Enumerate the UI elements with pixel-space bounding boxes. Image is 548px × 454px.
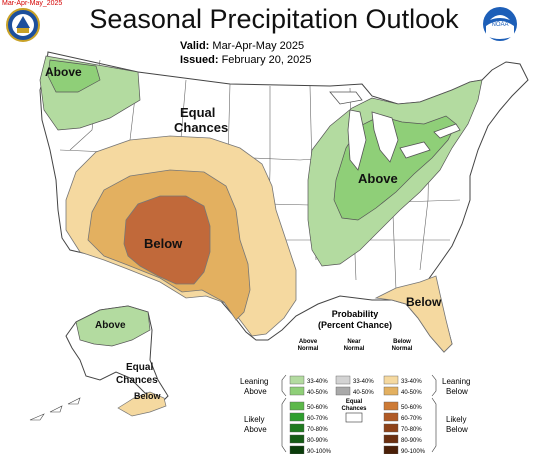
- legend-title-2: (Percent Chance): [318, 320, 392, 330]
- col-near-1: Near: [347, 339, 361, 345]
- below-bin-1-swatch: [383, 386, 399, 396]
- above-bin-1-label: 40-50%: [307, 390, 328, 396]
- below-bin-4-label: 70-80%: [401, 427, 422, 433]
- label-alaska-ec-1: Equal: [126, 362, 153, 373]
- below-bin-2-swatch: [383, 401, 399, 411]
- above-bin-2-label: 50-60%: [307, 405, 328, 411]
- near-bin-1-swatch: [335, 386, 351, 396]
- col-above-2: Normal: [298, 346, 319, 352]
- below-bin-5-label: 80-90%: [401, 438, 422, 444]
- noaa-logo-icon: NOAA: [483, 7, 517, 41]
- likely-below-1: Likely: [446, 415, 466, 424]
- above-bin-4-swatch: [289, 423, 305, 433]
- below-bin-6-label: 90-100%: [401, 449, 426, 454]
- col-below-2: Normal: [392, 346, 413, 352]
- label-equal-chances-2: Chances: [174, 120, 228, 135]
- near-bin-0-label: 33-40%: [353, 379, 374, 385]
- below-southeast-region: [374, 275, 453, 353]
- label-alaska-ec-2: Chances: [116, 375, 158, 386]
- above-bin-5-swatch: [289, 434, 305, 444]
- above-bin-6-label: 90-100%: [307, 449, 332, 454]
- valid-value: Mar-Apr-May 2025: [212, 40, 305, 52]
- below-bin-3-swatch: [383, 412, 399, 422]
- above-alaska-region: [75, 305, 151, 347]
- below-bin-2-label: 50-60%: [401, 405, 422, 411]
- above-bin-2-swatch: [289, 401, 305, 411]
- leaning-above-1: Leaning: [240, 377, 268, 386]
- above-bin-0-label: 33-40%: [307, 379, 328, 385]
- leaning-below-1: Leaning: [442, 377, 470, 386]
- leaning-above-2: Above: [244, 387, 267, 396]
- valid-label: Valid:: [180, 40, 210, 52]
- great-lakes: [329, 91, 461, 171]
- ec-label-1: Equal: [346, 399, 363, 405]
- below-bin-4-swatch: [383, 423, 399, 433]
- near-bin-0-swatch: [335, 375, 351, 385]
- legend-title-1: Probability: [332, 309, 379, 319]
- legend-brackets: [281, 374, 437, 453]
- below-bin-1-label: 40-50%: [401, 390, 422, 396]
- above-bin-5-label: 80-90%: [307, 438, 328, 444]
- issued-label: Issued:: [180, 54, 219, 66]
- below-bin-3-label: 60-70%: [401, 416, 422, 422]
- label-below-southwest: Below: [144, 236, 183, 251]
- below-bin-6-swatch: [383, 445, 399, 454]
- above-bin-1-swatch: [289, 386, 305, 396]
- above-northwest-inner: [47, 59, 101, 93]
- above-bin-3-swatch: [289, 412, 305, 422]
- below-alaska-region: [117, 391, 167, 417]
- alaska-islands: [29, 397, 81, 421]
- ec-label-2: Chances: [341, 406, 367, 412]
- below-strong-region: [123, 195, 211, 285]
- above-bin-0-swatch: [289, 375, 305, 385]
- likely-above-1: Likely: [244, 415, 264, 424]
- label-above-northwest: Above: [45, 65, 82, 79]
- label-above-east: Above: [358, 171, 398, 186]
- label-above-alaska: Above: [95, 320, 126, 331]
- likely-below-2: Below: [446, 425, 468, 434]
- page-title: Seasonal Precipitation Outlook: [89, 4, 459, 34]
- above-bin-4-label: 70-80%: [307, 427, 328, 433]
- label-below-alaska: Below: [134, 391, 162, 401]
- near-bin-1-label: 40-50%: [353, 390, 374, 396]
- above-bin-3-label: 60-70%: [307, 416, 328, 422]
- issued-value: February 20, 2025: [221, 54, 312, 66]
- below-bin-0-label: 33-40%: [401, 379, 422, 385]
- label-equal-chances-1: Equal: [180, 105, 215, 120]
- below-bin-0-swatch: [383, 375, 399, 385]
- likely-above-2: Above: [244, 425, 267, 434]
- valid-line: Valid: Mar-Apr-May 2025: [180, 40, 304, 52]
- leaning-below-2: Below: [446, 387, 468, 396]
- season-tag: Mar-Apr-May_2025: [2, 0, 63, 7]
- col-below-1: Below: [393, 339, 411, 345]
- noaa-nws-seal-icon: [6, 8, 40, 42]
- below-bin-5-swatch: [383, 434, 399, 444]
- issued-line: Issued: February 20, 2025: [180, 54, 311, 66]
- col-above-1: Above: [299, 339, 318, 345]
- col-near-2: Normal: [344, 346, 365, 352]
- noaa-logo-text: NOAA: [491, 22, 508, 28]
- label-below-southeast: Below: [406, 295, 442, 309]
- above-bin-6-swatch: [289, 445, 305, 454]
- ec-swatch: [345, 412, 363, 423]
